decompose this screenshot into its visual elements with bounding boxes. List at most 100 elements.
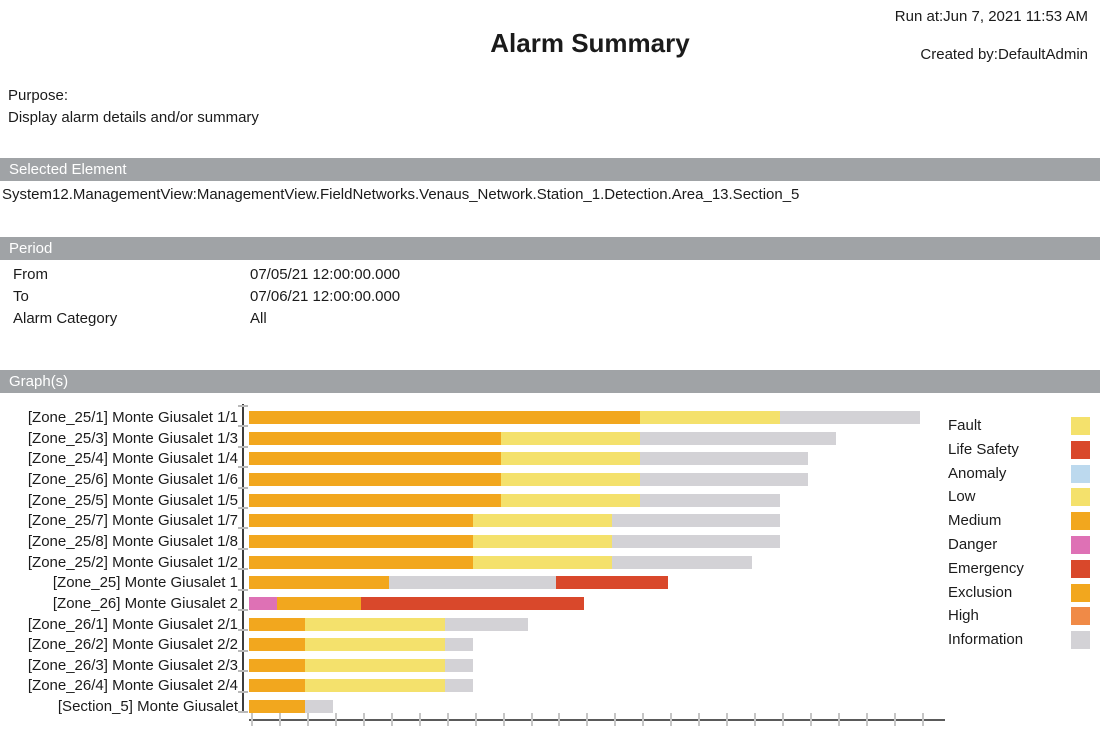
chart-bar-row	[249, 638, 473, 652]
y-axis-tick	[238, 690, 248, 693]
y-axis-tick	[238, 588, 248, 591]
y-axis-tick	[238, 527, 248, 530]
selected-element-path: System12.ManagementView:ManagementView.F…	[2, 186, 800, 203]
bar-segment-medium-exclusion	[249, 534, 473, 548]
x-axis-tick	[558, 713, 561, 726]
x-axis-tick	[642, 713, 645, 726]
chart-bar-row	[249, 555, 753, 569]
bar-segment-information	[444, 638, 473, 652]
bar-segment-fault-low	[304, 658, 445, 672]
period-row-from: From 07/05/21 12:00:00.000	[0, 266, 700, 286]
bar-segment-fault-low	[500, 431, 641, 445]
legend-swatch-danger	[1071, 536, 1090, 554]
chart-bar-row	[249, 700, 333, 714]
period-from-value: 07/05/21 12:00:00.000	[250, 266, 401, 283]
chart-row-label: [Zone_26/3] Monte Giusalet 2/3	[27, 656, 238, 674]
run-at-text: Run at:Jun 7, 2021 11:53 AM	[894, 8, 1088, 25]
y-axis-tick	[238, 568, 248, 571]
graphs-section-header: Graph(s)	[0, 370, 1100, 393]
x-axis-tick	[446, 713, 449, 726]
x-axis-tick	[418, 713, 421, 726]
bar-segment-danger	[249, 596, 277, 610]
x-axis-tick	[306, 713, 309, 726]
bar-segment-information	[640, 431, 836, 445]
x-axis-tick	[614, 713, 617, 726]
x-axis-tick	[893, 713, 896, 726]
purpose-text: Display alarm details and/or summary	[8, 109, 259, 126]
x-axis-tick	[502, 713, 505, 726]
bar-segment-medium-exclusion	[249, 411, 641, 424]
y-axis-tick	[238, 445, 248, 448]
bar-segment-fault-low	[304, 679, 445, 693]
legend-label-low: Low	[948, 488, 976, 506]
x-axis-tick	[670, 713, 673, 726]
bar-segment-fault-low	[640, 411, 781, 424]
chart-x-axis	[249, 719, 945, 721]
chart-row-label: [Zone_25/1] Monte Giusalet 1/1	[27, 409, 238, 426]
bar-segment-medium-exclusion	[249, 514, 473, 528]
legend-label-medium: Medium	[948, 512, 1002, 530]
bar-segment-information	[388, 576, 557, 590]
chart-y-axis	[242, 404, 244, 712]
period-row-alarm-category: Alarm Category All	[0, 310, 700, 330]
selected-element-section-header: Selected Element	[0, 158, 1100, 181]
bar-segment-information	[780, 411, 920, 424]
x-axis-tick	[474, 713, 477, 726]
legend-label-anomaly: Anomaly	[948, 464, 1007, 482]
bar-segment-medium-exclusion	[249, 576, 389, 590]
bar-segment-medium-exclusion	[249, 472, 501, 486]
legend-swatch-medium	[1071, 512, 1090, 531]
bar-segment-information	[304, 700, 333, 714]
chart-bar-row	[249, 617, 529, 631]
chart-bar-row	[249, 514, 781, 528]
x-axis-tick	[726, 713, 729, 726]
x-axis-tick	[278, 713, 281, 726]
legend-swatch-emergency	[1071, 559, 1090, 578]
bar-segment-information	[612, 555, 753, 569]
chart-bar-row	[249, 411, 920, 424]
chart-row-label: [Zone_25/4] Monte Giusalet 1/4	[27, 450, 238, 468]
chart-bar-row	[249, 431, 836, 445]
y-axis-tick	[238, 466, 248, 469]
period-row-to: To 07/06/21 12:00:00.000	[0, 288, 700, 308]
chart-row-label: [Zone_25/6] Monte Giusalet 1/6	[27, 470, 238, 488]
y-axis-tick	[238, 547, 248, 550]
chart-row-label: [Zone_25/8] Monte Giusalet 1/8	[27, 532, 238, 550]
period-to-label: To	[13, 288, 29, 305]
legend-label-emergency: Emergency	[948, 559, 1024, 577]
bar-segment-fault-low	[304, 617, 445, 631]
bar-segment-fault-low	[500, 493, 641, 507]
y-axis-tick	[238, 486, 248, 489]
y-axis-tick	[238, 405, 248, 407]
bar-segment-life-safety-emergency	[556, 576, 669, 590]
chart-row-label: [Zone_26] Monte Giusalet 2	[52, 594, 238, 612]
bar-segment-medium-exclusion	[249, 658, 305, 672]
legend-swatch-fault	[1071, 417, 1090, 435]
bar-segment-information	[444, 617, 529, 631]
chart-row-label: [Zone_25/3] Monte Giusalet 1/3	[27, 429, 238, 447]
y-axis-tick	[238, 507, 248, 509]
x-axis-tick	[865, 713, 868, 726]
legend-swatch-high	[1071, 607, 1090, 626]
alarm-category-value: All	[250, 310, 267, 327]
legend-label-fault: Fault	[948, 417, 982, 434]
legend-label-danger: Danger	[948, 536, 998, 553]
y-axis-tick	[238, 629, 248, 632]
bar-segment-fault-low	[500, 472, 641, 486]
chart-bar-row	[249, 493, 781, 507]
legend-swatch-low	[1071, 488, 1090, 507]
legend-label-high: High	[948, 607, 979, 625]
chart-bar-row	[249, 452, 808, 466]
bar-segment-fault-low	[472, 555, 613, 569]
legend-swatch-life-safety	[1071, 440, 1090, 459]
y-axis-tick	[238, 670, 248, 673]
chart-bar-row	[249, 576, 669, 590]
bar-segment-information	[444, 658, 473, 672]
x-axis-tick	[334, 713, 337, 726]
bar-segment-information	[640, 493, 781, 507]
x-axis-tick	[921, 713, 924, 726]
period-from-label: From	[13, 266, 48, 283]
bar-segment-life-safety-emergency	[360, 596, 585, 610]
x-axis-tick	[530, 713, 533, 726]
